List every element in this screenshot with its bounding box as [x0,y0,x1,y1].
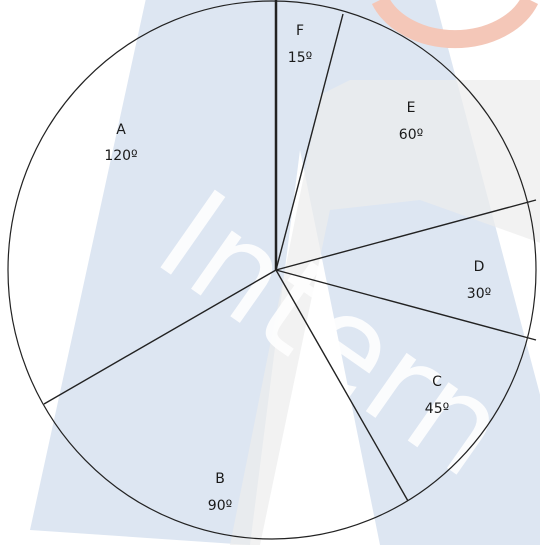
sector-angle: 30º [467,286,491,302]
sector-angle: 15º [288,50,312,66]
sector-letter: E [407,100,416,116]
sector-label-D: D 30º [467,259,491,302]
sector-letter: D [474,259,485,275]
sector-label-B: B 90º [208,471,232,514]
sector-letter: A [116,122,126,138]
boundary-F-E [275,13,344,271]
sector-label-C: C 45º [425,374,449,417]
boundary-E-D [275,199,537,271]
sector-angle: 90º [208,498,232,514]
watermark-gray-stroke [230,80,540,545]
boundary-B-A [43,269,277,405]
sector-letter: F [296,23,304,39]
sector-letter: C [432,374,442,390]
watermark-orange-ring [371,0,539,49]
sector-angle: 60º [399,127,423,143]
sector-boundaries [43,0,537,502]
sector-label-A: A 120º [104,122,137,164]
sector-label-F: F 15º [288,23,312,66]
sector-label-E: E 60º [399,100,423,143]
boundary-C-B [275,269,409,502]
pie-outline [7,0,537,540]
boundary-D-C [275,269,537,341]
sector-angle: 45º [425,401,449,417]
sector-letter: B [215,471,225,487]
watermark-logo [30,0,540,545]
sector-angle: 120º [104,148,137,164]
